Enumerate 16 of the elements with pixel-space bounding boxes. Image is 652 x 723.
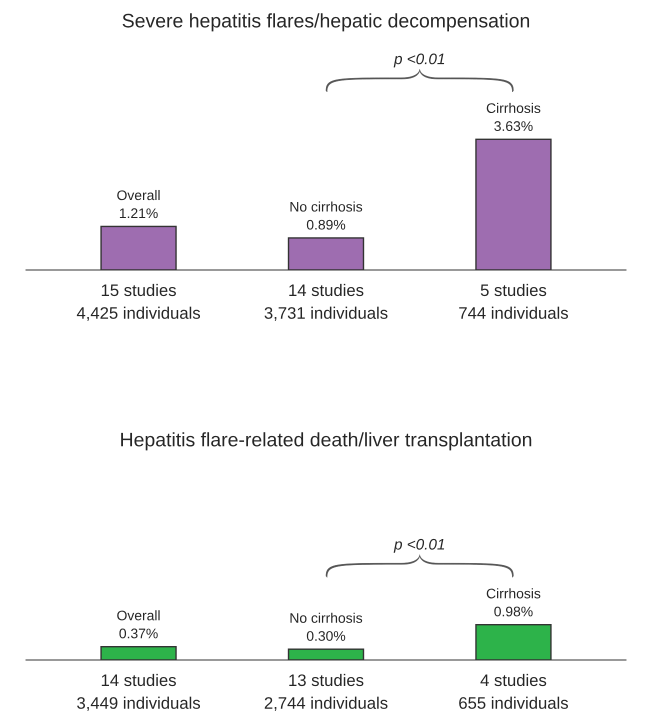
x-tick-label: 14 studies 3,449 individuals (77, 674, 200, 711)
data-label: No cirrhosis 0.89% (290, 201, 362, 230)
chart-title: Severe hepatitis flares/hepatic decompensation (122, 13, 530, 32)
data-label: Overall 0.37% (117, 610, 160, 638)
text: p <0.01 (394, 53, 444, 68)
x-tick-label: 14 studies 3,731 individuals (264, 284, 388, 321)
text: p <0.01 (394, 538, 444, 553)
data-label: Cirrhosis 3.63% (486, 102, 540, 132)
x-tick-label: 15 studies 4,425 individuals (76, 284, 200, 321)
x-tick-label: 4 studies 655 individuals (459, 674, 568, 709)
data-label: No cirrhosis 0.30% (290, 612, 362, 641)
x-tick-label: 5 studies 744 individuals (459, 284, 568, 319)
x-tick-label: 13 studies 2,744 individuals (264, 674, 388, 711)
chart-title: Hepatitis flare-related death/liver transplantation (121, 432, 532, 450)
data-label: Overall 1.21% (117, 190, 160, 218)
data-label: Cirrhosis 0.98% (486, 588, 540, 616)
